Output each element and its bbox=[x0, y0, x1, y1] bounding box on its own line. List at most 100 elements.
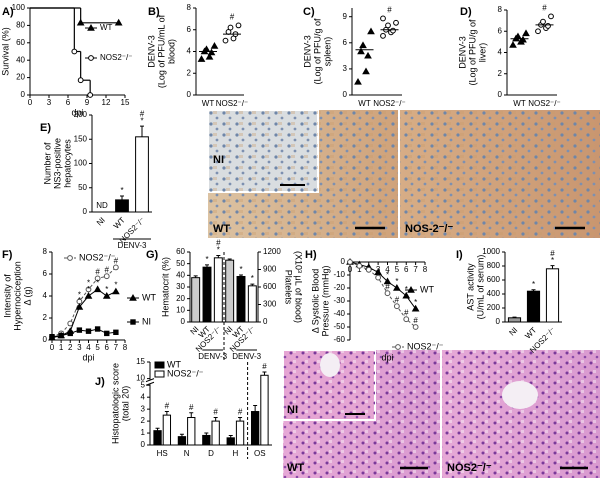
x-tick-label: NOS2⁻/⁻ bbox=[373, 99, 405, 108]
error-bar bbox=[155, 427, 160, 431]
image-label: WT bbox=[287, 462, 304, 474]
y-tick-label: -60 bbox=[333, 335, 345, 344]
axis-label: blood) bbox=[166, 39, 176, 64]
marker bbox=[112, 264, 119, 271]
y-tick-label: 0 bbox=[187, 90, 192, 99]
error-bar bbox=[216, 255, 221, 258]
marker bbox=[519, 35, 527, 43]
panel-label: I) bbox=[456, 249, 463, 261]
marker bbox=[130, 319, 136, 325]
error-bar bbox=[205, 264, 209, 268]
x-tick-label: D bbox=[208, 449, 214, 458]
significance: * bbox=[140, 116, 143, 125]
x-tick-label: 8 bbox=[423, 265, 428, 274]
marker bbox=[103, 273, 110, 280]
y-tick-label: 50 bbox=[176, 259, 185, 268]
significance: # bbox=[105, 265, 110, 274]
y-tick-label: 40 bbox=[16, 55, 25, 64]
bar bbox=[153, 430, 162, 446]
value-label: ND bbox=[96, 201, 108, 210]
marker bbox=[76, 327, 83, 333]
axis-label: Hypernociception bbox=[12, 261, 22, 331]
significance: * bbox=[414, 298, 417, 307]
bar bbox=[213, 257, 223, 323]
y-tick-label: -40 bbox=[333, 309, 345, 318]
marker bbox=[71, 48, 78, 55]
x-tick-label: NOS2⁻/⁻ bbox=[528, 99, 560, 108]
error-bar bbox=[227, 258, 232, 261]
significance: * bbox=[551, 256, 554, 265]
significance: * bbox=[395, 277, 398, 286]
marker bbox=[85, 286, 92, 293]
significance: * bbox=[78, 291, 81, 300]
marker bbox=[548, 13, 554, 20]
x-tick-label: 4 bbox=[86, 343, 91, 352]
marker bbox=[390, 27, 396, 34]
significance: # bbox=[413, 316, 418, 325]
error-bar bbox=[250, 283, 255, 286]
y-tick-label: 0 bbox=[343, 90, 348, 99]
legend-label: WT bbox=[167, 359, 181, 369]
y-tick-label: 40 bbox=[176, 270, 185, 279]
x-tick-label: 1 bbox=[357, 265, 362, 274]
y-tick-label: 50 bbox=[78, 183, 87, 192]
marker bbox=[210, 42, 219, 49]
error-bar bbox=[189, 412, 194, 418]
significance: * bbox=[87, 285, 90, 294]
x-tick-label: NI bbox=[507, 326, 519, 338]
x-tick-label: 6 bbox=[66, 98, 71, 107]
y-tick-label: 2 bbox=[187, 68, 192, 77]
error-bar bbox=[253, 405, 258, 412]
marker bbox=[411, 304, 420, 312]
marker bbox=[85, 328, 92, 334]
marker bbox=[114, 18, 123, 26]
y-tick-label: 1 bbox=[141, 428, 146, 437]
axis-label: (Log of PFU/mL of bbox=[156, 14, 166, 88]
y-tick-label: 0 bbox=[263, 317, 268, 326]
significance: # bbox=[95, 268, 100, 277]
axis-label: (Log of PFU/g of bbox=[467, 19, 477, 86]
bar bbox=[260, 374, 269, 446]
marker bbox=[367, 27, 375, 35]
significance: # bbox=[165, 402, 170, 411]
marker bbox=[374, 268, 382, 276]
y-tick-label: 400 bbox=[487, 289, 501, 298]
marker bbox=[359, 41, 367, 49]
panel-label: A) bbox=[2, 6, 14, 18]
y-tick-label: 8 bbox=[498, 5, 503, 14]
significance: # bbox=[140, 109, 145, 118]
axis-label: NS3-positive bbox=[52, 138, 62, 189]
marker bbox=[102, 291, 111, 299]
bar bbox=[162, 414, 172, 446]
axis-label: DENV-3 bbox=[302, 35, 312, 68]
x-tick-label: 12 bbox=[102, 98, 111, 107]
marker bbox=[67, 320, 74, 327]
bar bbox=[247, 285, 257, 323]
marker bbox=[407, 285, 415, 293]
legend-label: NI bbox=[142, 316, 151, 326]
y-tick-label: 60 bbox=[16, 38, 25, 47]
y-tick-label: -50 bbox=[333, 322, 345, 331]
significance: * bbox=[251, 274, 254, 283]
marker bbox=[94, 275, 101, 282]
bar bbox=[115, 199, 129, 213]
marker bbox=[112, 287, 120, 295]
axis-label: Pressure (mmHg) bbox=[320, 265, 330, 336]
bar bbox=[226, 437, 235, 446]
y-tick-label: 2 bbox=[141, 416, 146, 425]
axis-label: Survival (%) bbox=[0, 27, 10, 76]
image-label: NI bbox=[287, 404, 298, 416]
error-bar bbox=[550, 265, 555, 269]
marker bbox=[88, 55, 94, 61]
y-tick-label: 4 bbox=[43, 291, 48, 300]
marker bbox=[205, 52, 214, 60]
axis-label: dpi bbox=[381, 352, 393, 362]
axis-label: spleen) bbox=[322, 37, 332, 67]
axis-label: (total 20) bbox=[120, 386, 130, 422]
legend-label: NOS2⁻/⁻ bbox=[407, 341, 444, 351]
y-tick-label: -20 bbox=[333, 283, 345, 292]
marker bbox=[356, 263, 363, 269]
axis-label: (X10³ μL of blood) bbox=[294, 251, 304, 323]
axis-label: Histopatologic score bbox=[110, 363, 120, 444]
marker bbox=[84, 291, 93, 299]
